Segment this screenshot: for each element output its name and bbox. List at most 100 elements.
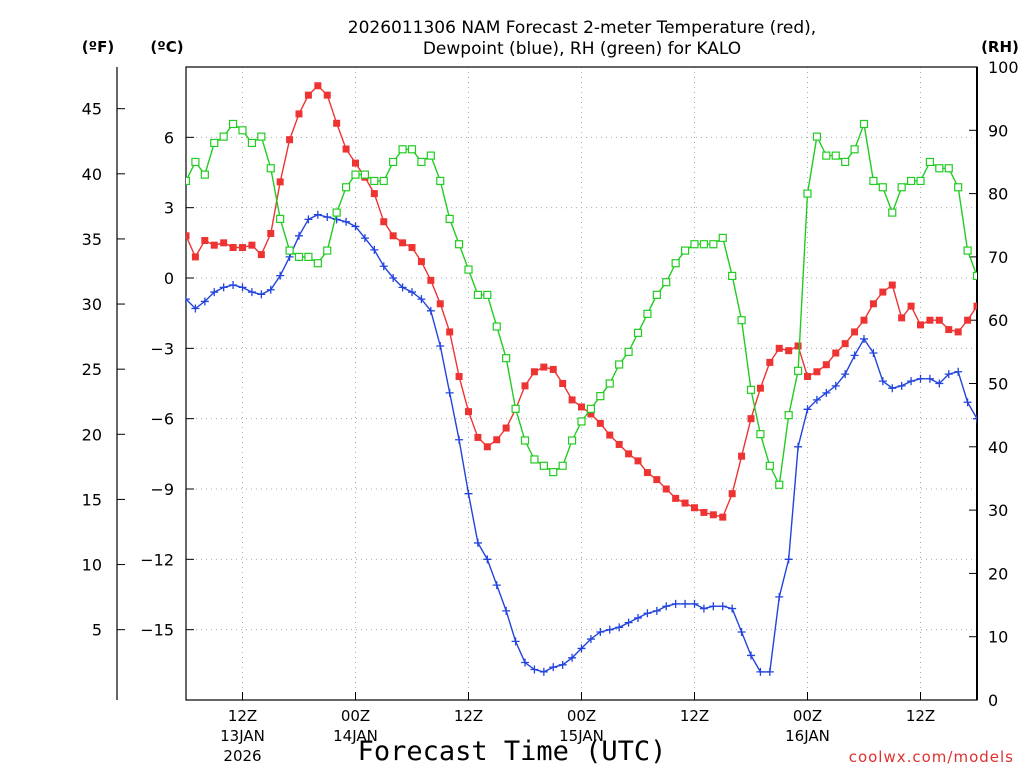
rh-tick-label: 40 [988, 438, 1008, 457]
series-temperature [186, 82, 977, 521]
dewpoint-point [888, 384, 897, 393]
dewpoint-point [191, 304, 200, 313]
dewpoint-point [351, 222, 360, 231]
temperature-point [578, 403, 585, 411]
temperature-point [201, 236, 209, 244]
dewpoint-point [360, 234, 369, 243]
temperature-point [446, 328, 454, 336]
x-tick-label: 12Z [228, 707, 257, 725]
c-tick-label: 0 [164, 269, 174, 288]
f-tick-label: 10 [82, 556, 102, 575]
rh-point [841, 157, 850, 167]
temperature-point [314, 82, 322, 90]
temperature-point [841, 340, 849, 348]
temperature-point [794, 342, 802, 350]
dewpoint-point [596, 628, 605, 637]
rh-point [502, 354, 511, 363]
rh-point [624, 347, 633, 356]
temperature-point [191, 253, 199, 261]
temperature-point [804, 372, 811, 380]
rh-point [511, 404, 520, 413]
rh-tick-label: 90 [988, 121, 1008, 140]
dewpoint-point [775, 592, 784, 601]
temperature-line [186, 84, 977, 518]
rh-point [530, 455, 539, 464]
temperature-point [756, 384, 764, 392]
dewpoint-point [869, 349, 878, 358]
temperature-point [728, 490, 736, 498]
temperature-point [521, 382, 529, 390]
dewpoint-point [756, 667, 765, 676]
temperature-point [785, 347, 793, 355]
temperature-point [276, 178, 284, 186]
temperature-point [483, 443, 491, 451]
temperature-point [248, 241, 256, 249]
rh-unit-label: (RH) [981, 38, 1019, 56]
temperature-point [747, 415, 755, 423]
temperature-point [342, 145, 350, 153]
f-tick-label: 45 [82, 100, 102, 119]
temperature-point [540, 363, 548, 371]
rh-tick-label: 100 [988, 58, 1019, 77]
temperature-point [615, 440, 623, 448]
temperature-point [672, 494, 680, 502]
temperature-point [973, 302, 977, 310]
dewpoint-point [483, 555, 492, 564]
temperature-point [295, 110, 303, 118]
axes: 45403530252015105630−3−6−9−12−1510090807… [82, 58, 1019, 765]
rh-point [219, 132, 228, 141]
rh-point [492, 322, 501, 331]
rh-point [983, 298, 990, 305]
dewpoint-point [276, 271, 285, 280]
rh-tick-label: 60 [988, 311, 1008, 330]
temperature-point [323, 91, 331, 99]
temperature-point [408, 244, 416, 252]
dewpoint-point [907, 377, 916, 386]
rh-point [370, 176, 379, 186]
dewpoint-point [718, 602, 727, 611]
rh-point [775, 480, 784, 489]
rh-point [793, 366, 803, 375]
dewpoint-point [577, 644, 586, 653]
dewpoint-point [850, 351, 859, 360]
plot-frame [185, 66, 978, 701]
f-tick-label: 30 [82, 295, 102, 314]
dewpoint-point [605, 625, 614, 634]
temperature-point [907, 302, 915, 310]
temperature-point [220, 239, 228, 247]
temperature-point [775, 344, 783, 352]
rh-point [247, 138, 257, 148]
rh-point [699, 240, 709, 249]
dewpoint-point [784, 555, 793, 564]
temperature-point [719, 513, 727, 521]
rh-tick-label: 70 [988, 248, 1008, 267]
rh-point [539, 461, 548, 470]
rh-point [379, 176, 388, 186]
temperature-point [352, 159, 359, 167]
dewpoint-point [323, 213, 332, 222]
temperature-point [700, 508, 708, 516]
chart-title-line1: 2026011306 NAM Forecast 2-meter Temperat… [348, 18, 816, 38]
f-tick-label: 25 [82, 360, 102, 379]
rh-point [454, 240, 464, 249]
rh-point [577, 417, 586, 426]
temperature-point [587, 410, 595, 418]
x-tick-label: 00Z [793, 707, 822, 725]
dewpoint-point [247, 288, 256, 297]
rh-tick-label: 20 [988, 564, 1008, 583]
temperature-point [851, 328, 859, 336]
dewpoint-point [699, 604, 708, 613]
temperature-point [643, 469, 651, 477]
temperature-point [898, 314, 906, 322]
dewpoint-point [935, 379, 944, 388]
dewpoint-point [681, 599, 690, 608]
rh-point [878, 183, 887, 192]
temperature-point [210, 241, 218, 249]
temperature-point [417, 258, 425, 266]
dewpoint-point [728, 604, 737, 613]
dewpoint-point [417, 295, 426, 304]
rh-point [869, 176, 878, 186]
rh-point [850, 145, 859, 154]
rh-point [586, 404, 596, 413]
dewpoint-point [539, 667, 548, 676]
